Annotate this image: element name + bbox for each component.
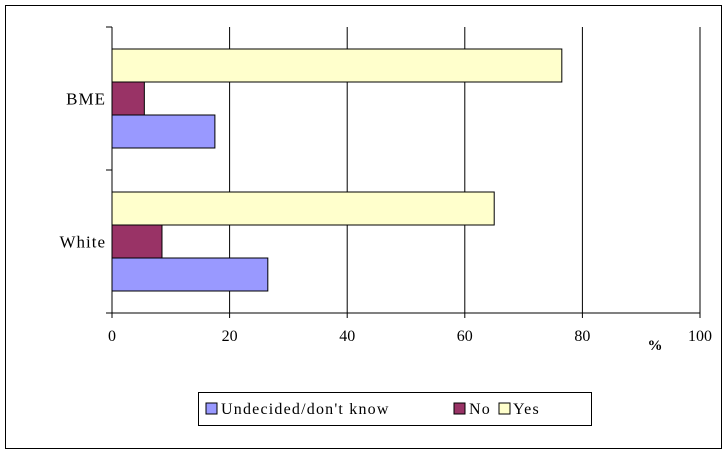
legend-swatch-yes — [498, 402, 511, 415]
x-tick-label: 100 — [688, 328, 712, 345]
x-tick-label: 40 — [339, 328, 355, 345]
y-category-label: BME — [66, 90, 106, 109]
y-category-label: White — [59, 233, 106, 252]
legend-swatch-no — [453, 402, 466, 415]
legend-label-undecided-don-t-know: Undecided/don't know — [221, 401, 390, 418]
bar-white-yes — [111, 191, 495, 226]
bar-bme-no — [111, 81, 145, 116]
legend-label-yes: Yes — [513, 401, 540, 418]
bar-white-undecided-don-t-know — [111, 257, 269, 292]
x-tick-label: 20 — [222, 328, 238, 345]
x-tick-label: 0 — [108, 328, 116, 345]
x-axis-label: % — [648, 338, 663, 354]
legend-swatch-undecided-don-t-know — [205, 402, 218, 415]
bar-bme-yes — [111, 48, 563, 83]
x-tick-label: 80 — [574, 328, 590, 345]
bar-white-no — [111, 224, 163, 259]
legend-label-no: No — [469, 401, 491, 418]
bar-bme-undecided-don-t-know — [111, 114, 216, 149]
x-tick-label: 60 — [457, 328, 473, 345]
legend-box — [198, 392, 592, 426]
